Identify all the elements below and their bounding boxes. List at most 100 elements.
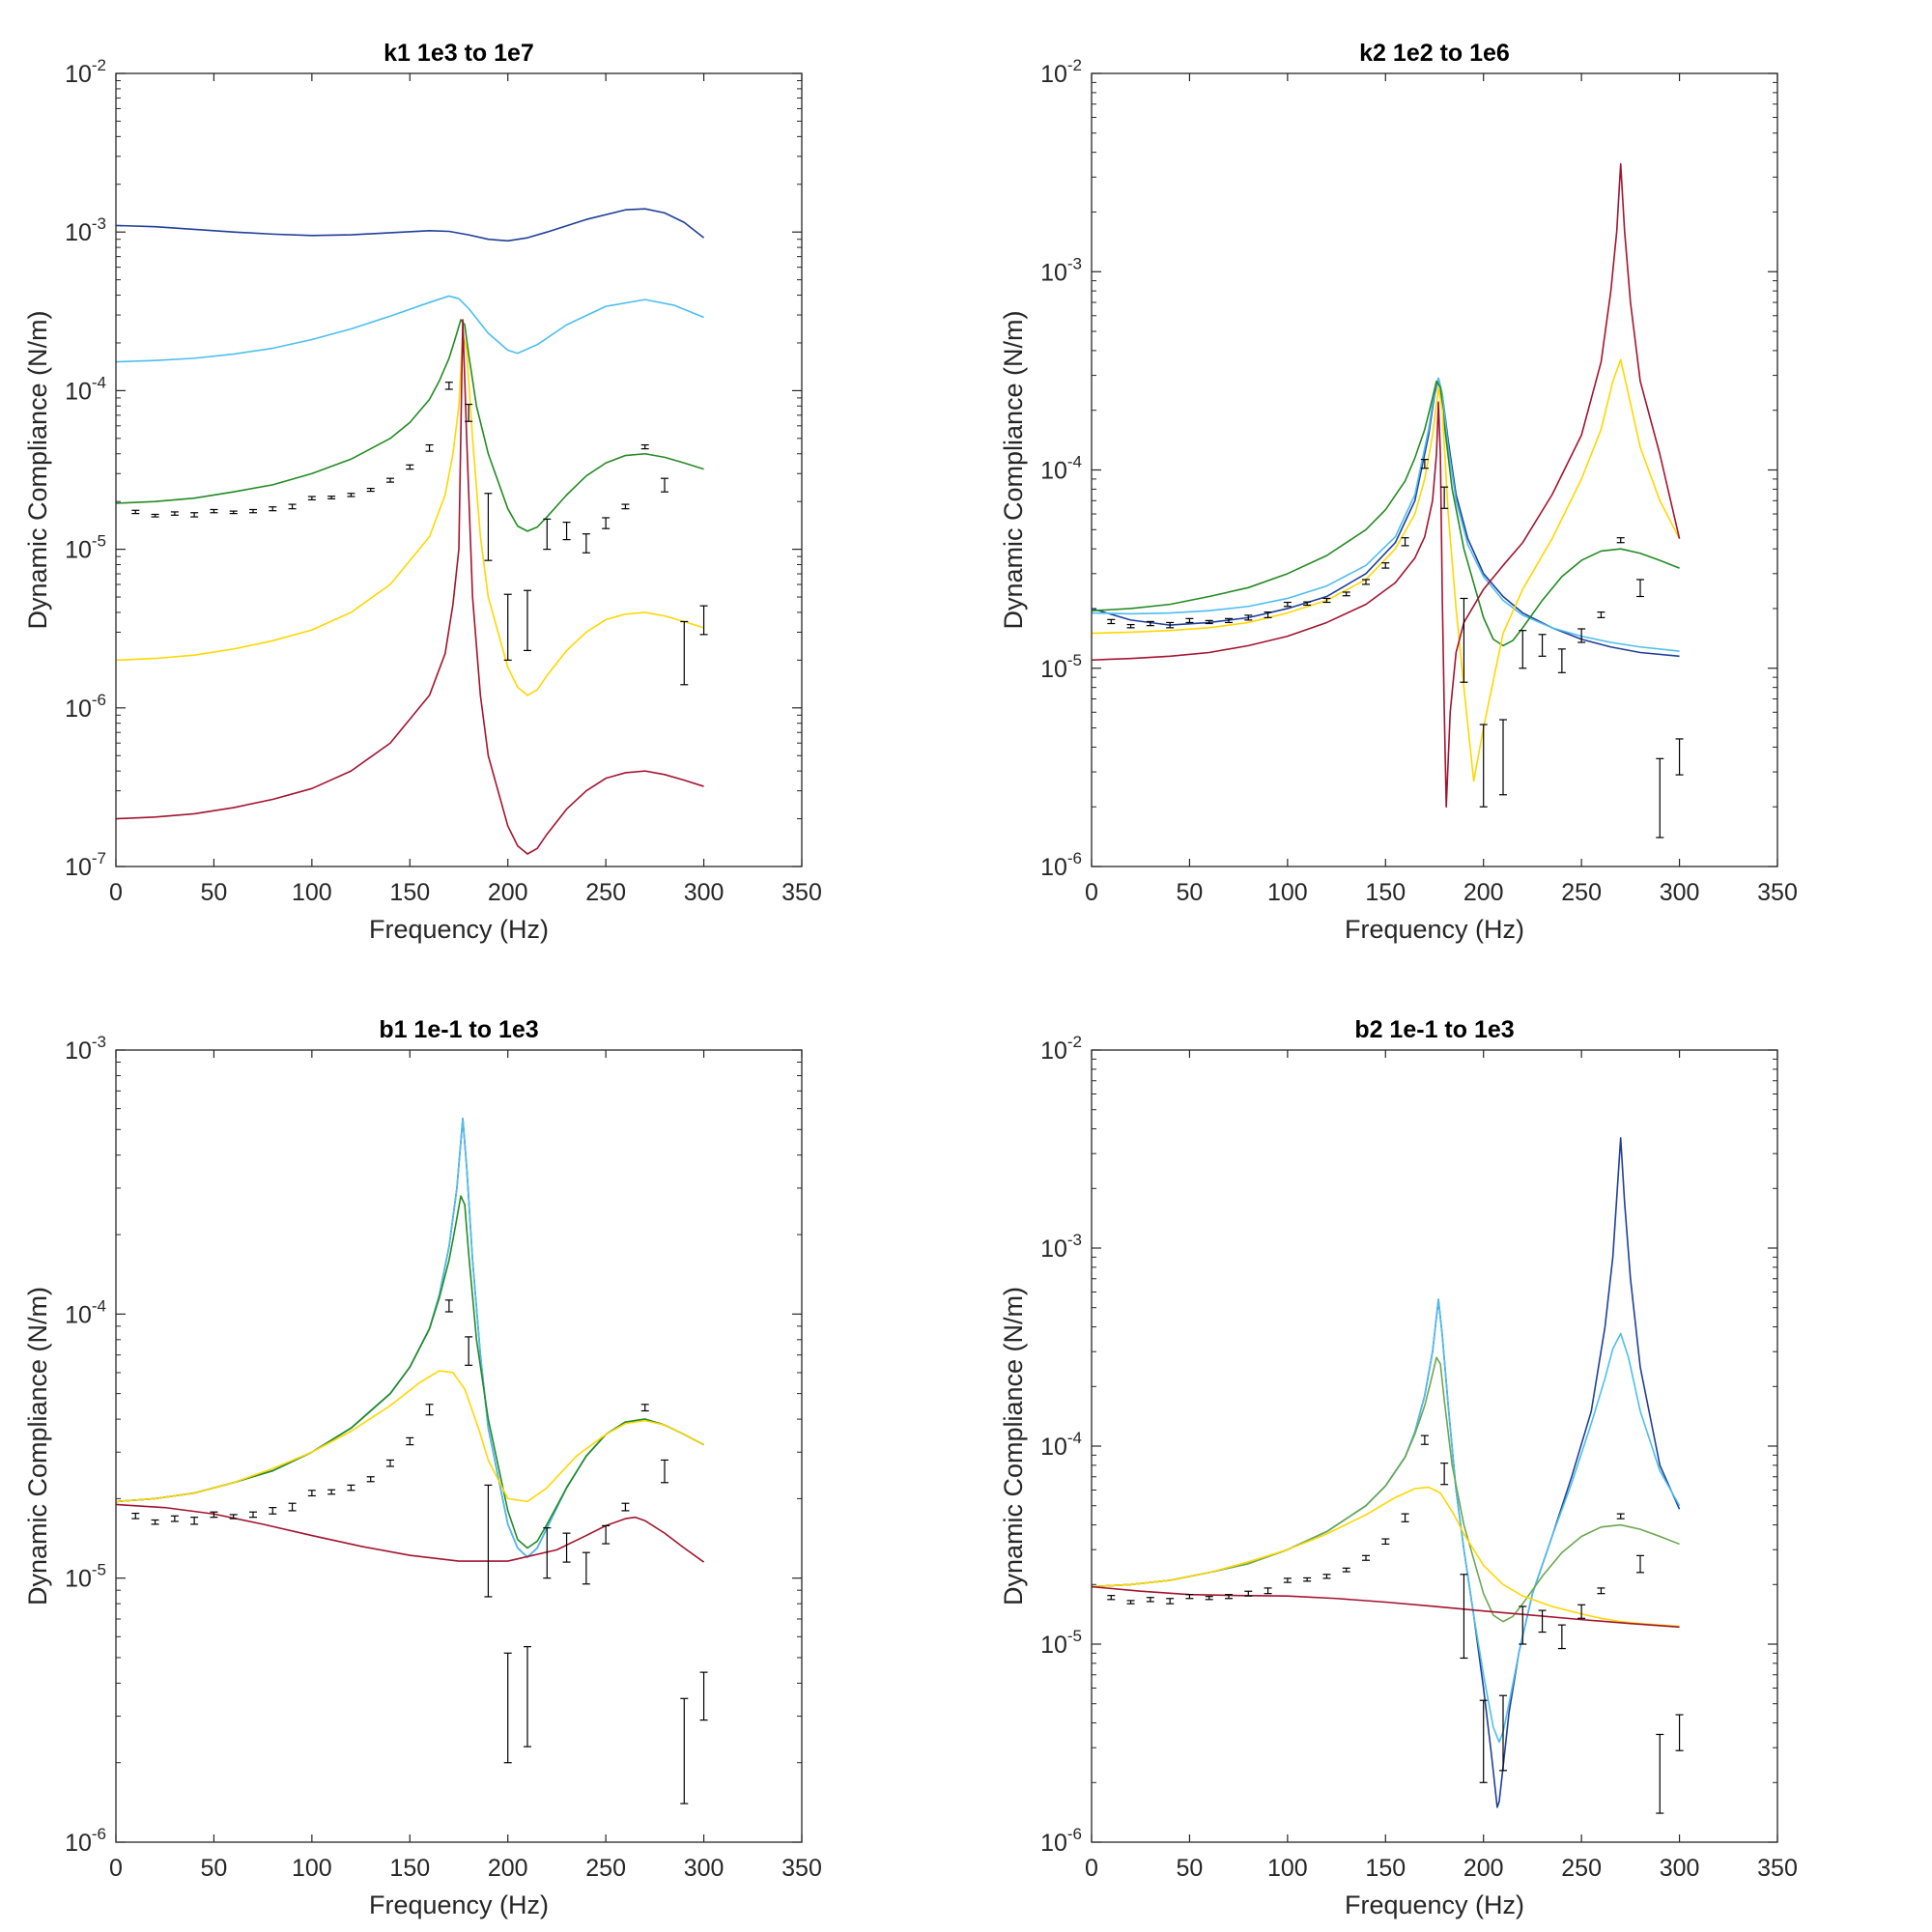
x-tick-label: 0 xyxy=(1085,1855,1098,1882)
error-bar xyxy=(327,496,336,499)
error-bar xyxy=(1577,1604,1586,1619)
axes-box xyxy=(115,1049,803,1843)
x-tick-label: 200 xyxy=(1463,1855,1504,1882)
error-bar xyxy=(1538,634,1547,657)
error-bar xyxy=(1577,628,1586,643)
series-line-2 xyxy=(116,295,704,363)
error-bar xyxy=(1499,719,1507,796)
x-axis-label: Frequency (Hz) xyxy=(369,1890,549,1919)
error-bar xyxy=(1185,617,1194,624)
error-bar xyxy=(1107,618,1116,625)
plot-area xyxy=(116,73,802,867)
y-axis-label: Dynamic Compliance (N/m) xyxy=(23,1287,52,1605)
error-bar xyxy=(602,1524,611,1545)
error-bar xyxy=(1264,611,1272,618)
error-bar xyxy=(406,464,414,470)
error-bar xyxy=(1342,1567,1350,1573)
error-bar xyxy=(1225,617,1233,624)
error-bar xyxy=(1126,623,1135,629)
error-bar xyxy=(1499,1694,1507,1772)
x-tick-label: 150 xyxy=(1365,879,1406,906)
error-bar xyxy=(1322,1574,1331,1579)
error-bar xyxy=(1656,1733,1664,1814)
error-bar xyxy=(543,1527,552,1579)
error-bar xyxy=(1126,1600,1135,1605)
series-line-4 xyxy=(116,332,704,696)
error-bar xyxy=(1322,597,1331,604)
error-bar xyxy=(680,620,689,686)
error-bar xyxy=(1401,537,1409,547)
chart-panel-2: k2 1e2 to 1e6 0 50 100 150 200 250 300 350 10-6 10… xyxy=(999,40,1798,944)
series-line-3 xyxy=(116,319,704,532)
x-tick-label: 350 xyxy=(1757,1855,1798,1882)
error-bar xyxy=(425,443,434,452)
error-bar xyxy=(1519,630,1527,669)
error-bar xyxy=(1675,738,1684,776)
series-line-4 xyxy=(1092,1486,1680,1628)
error-bar xyxy=(543,518,552,551)
x-tick-label: 200 xyxy=(488,879,528,906)
error-bar xyxy=(1519,1605,1527,1645)
error-bar xyxy=(1557,648,1566,673)
error-bar xyxy=(1166,621,1175,629)
error-bar xyxy=(1283,601,1292,608)
error-bar xyxy=(1420,1435,1429,1445)
y-tick-label: 10-2 xyxy=(65,56,106,88)
chart-panel-1: k1 1e3 to 1e7 0 50 100 150 200 250 300 350 10-7 10… xyxy=(23,40,822,944)
x-tick-label: 100 xyxy=(292,1855,332,1882)
error-bar xyxy=(1342,591,1350,597)
error-bar xyxy=(1205,619,1213,625)
x-tick-label: 200 xyxy=(1463,879,1504,906)
error-bar xyxy=(1460,597,1468,683)
x-axis-label: Frequency (Hz) xyxy=(369,915,549,944)
series-line-4 xyxy=(116,1370,704,1503)
x-tick-label: 300 xyxy=(1660,879,1700,906)
chart-panel-3: b1 1e-1 to 1e3 0 50 100 150 200 250 300 350 10-6 1… xyxy=(23,1016,822,1919)
y-tick-label: 10-7 xyxy=(65,849,106,881)
error-bar xyxy=(1362,579,1370,585)
error-bar xyxy=(406,1436,414,1446)
error-bar xyxy=(425,1404,434,1416)
chart-panel-4: b2 1e-1 to 1e3 0 50 100 150 200 250 300 350 10-6 1… xyxy=(999,1016,1798,1919)
error-bar xyxy=(1303,601,1312,607)
error-bar xyxy=(1381,1538,1390,1546)
error-bar xyxy=(151,513,159,518)
error-bar xyxy=(621,503,630,510)
error-bar xyxy=(465,1336,473,1366)
error-bar xyxy=(170,1515,179,1522)
y-axis-label: Dynamic Compliance (N/m) xyxy=(23,310,52,629)
x-tick-label: 250 xyxy=(585,1855,626,1882)
error-bar xyxy=(1440,1463,1449,1486)
x-tick-label: 250 xyxy=(1561,1855,1602,1882)
error-bar xyxy=(1616,1513,1625,1520)
error-bar xyxy=(562,522,571,541)
error-bar xyxy=(1616,537,1625,544)
series-line-3 xyxy=(1092,380,1680,647)
y-tick-label: 10-2 xyxy=(1040,56,1082,88)
series-line-5 xyxy=(116,1503,705,1563)
error-bar xyxy=(131,1512,140,1520)
error-bar xyxy=(1597,1587,1605,1595)
error-bar xyxy=(347,1484,355,1492)
error-bar xyxy=(366,487,375,493)
x-tick-label: 150 xyxy=(389,1855,430,1882)
error-bar xyxy=(1675,1714,1684,1751)
x-tick-label: 0 xyxy=(109,879,123,906)
error-bar xyxy=(327,1489,336,1495)
error-bar xyxy=(1440,486,1449,509)
y-tick-label: 10-5 xyxy=(65,1561,106,1593)
x-tick-label: 50 xyxy=(1177,879,1204,906)
x-tick-label: 0 xyxy=(109,1855,123,1882)
x-tick-label: 350 xyxy=(781,879,822,906)
x-tick-label: 350 xyxy=(1757,879,1798,906)
error-bar xyxy=(602,517,611,529)
error-bar xyxy=(1362,1554,1370,1561)
series-line-5 xyxy=(1092,162,1681,809)
y-tick-label: 10-3 xyxy=(65,214,106,246)
error-bar xyxy=(1636,579,1644,598)
error-bar xyxy=(503,593,512,661)
y-tick-label: 10-4 xyxy=(65,373,106,405)
error-bar xyxy=(288,1502,297,1512)
error-bar xyxy=(269,506,277,512)
